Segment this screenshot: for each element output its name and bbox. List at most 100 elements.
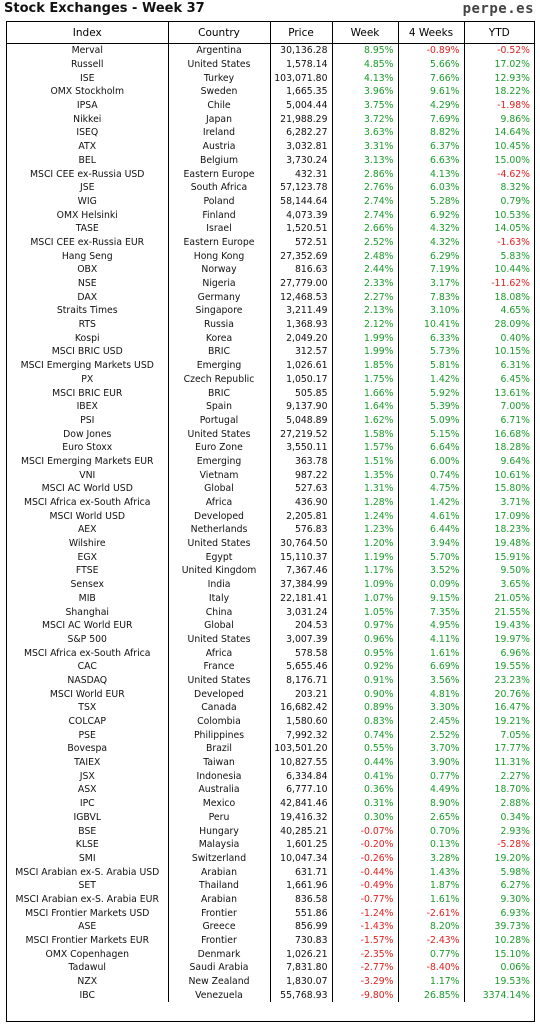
ytd-change-cell: 16.47% <box>463 701 534 715</box>
index-cell: MSCI World USD <box>49 510 126 522</box>
ytd-change-cell: 15.00% <box>463 153 534 168</box>
country-cell: Emerging <box>167 454 270 469</box>
price-cell: 4,073.39 <box>269 208 332 222</box>
week-change-cell: -1.24% <box>331 906 398 920</box>
ytd-change-cell: 10.15% <box>463 345 534 359</box>
week-change-cell: -3.29% <box>331 974 398 989</box>
price-cell: 19,416.32 <box>269 810 332 825</box>
week-change-cell: 0.30% <box>331 810 398 825</box>
week-change-cell: 1.75% <box>331 372 398 387</box>
week-change-cell: -2.77% <box>331 961 398 975</box>
week-change-cell: 2.74% <box>331 194 398 209</box>
four-weeks-change-cell: 9.15% <box>397 591 464 606</box>
ytd-change-cell: 14.05% <box>463 221 534 236</box>
table-row: PSI Portugal 5,048.89 1.62% 5.09% 6.71% <box>7 413 534 428</box>
column-header-4-weeks: 4 Weeks <box>397 22 464 44</box>
country-cell: Arabian <box>167 865 270 879</box>
country-cell: Brazil <box>167 742 270 756</box>
four-weeks-change-cell: 6.44% <box>397 523 464 537</box>
four-weeks-change-cell: 7.19% <box>397 263 464 277</box>
price-cell: 631.71 <box>269 865 332 879</box>
price-cell: 30,764.50 <box>269 536 332 551</box>
country-cell: Colombia <box>167 714 270 729</box>
table-row: NASDAQ United States 8,176.71 0.91% 3.56% 23.… <box>7 673 534 688</box>
week-change-cell: 2.33% <box>331 276 398 291</box>
country-cell: Philippines <box>167 728 270 743</box>
week-change-cell: 2.74% <box>331 208 398 222</box>
price-cell: 572.51 <box>269 235 332 250</box>
four-weeks-change-cell: 3.56% <box>397 673 464 688</box>
table-row: MSCI AC World USD Global 527.63 1.31% 4.75% 1… <box>7 482 534 496</box>
index-cell: WIG <box>77 195 97 207</box>
four-weeks-change-cell: 0.74% <box>397 468 464 482</box>
week-change-cell: 0.92% <box>331 659 398 674</box>
price-cell: 816.63 <box>269 263 332 277</box>
price-cell: 856.99 <box>269 920 332 934</box>
ytd-change-cell: 16.68% <box>463 427 534 441</box>
four-weeks-change-cell: 4.61% <box>397 509 464 524</box>
table-row: EGX Egypt 15,110.37 1.19% 5.70% 15.91% <box>7 550 534 565</box>
table-row: Kospi Korea 2,049.20 1.99% 6.33% 0.40% <box>7 331 534 346</box>
price-cell: 21,988.29 <box>269 112 332 127</box>
table-row: Merval Argentina 30,136.28 8.95% -0.89% -0.52… <box>7 43 534 58</box>
week-change-cell: -0.26% <box>331 851 398 866</box>
ytd-change-cell: 19.48% <box>463 536 534 551</box>
price-cell: 1,026.61 <box>269 358 332 373</box>
price-cell: 204.53 <box>269 618 332 633</box>
column-header-price: Price <box>269 22 332 44</box>
price-cell: 1,520.51 <box>269 221 332 236</box>
ytd-change-cell: 15.91% <box>463 550 534 565</box>
ytd-change-cell: 3.65% <box>463 577 534 592</box>
column-header-index: Index <box>7 22 168 44</box>
index-cell: COLCAP <box>68 716 106 728</box>
four-weeks-change-cell: 8.90% <box>397 796 464 811</box>
index-cell: Euro Stoxx <box>62 442 113 454</box>
four-weeks-change-cell: 4.49% <box>397 783 464 797</box>
ytd-change-cell: 8.32% <box>463 180 534 195</box>
price-cell: 10,827.55 <box>269 755 332 770</box>
country-cell: Taiwan <box>167 755 270 770</box>
index-cell: Wilshire <box>68 538 106 550</box>
four-weeks-change-cell: 4.13% <box>397 167 464 181</box>
four-weeks-change-cell: 3.52% <box>397 564 464 578</box>
week-change-cell: 1.05% <box>331 605 398 619</box>
country-cell: Nigeria <box>167 276 270 291</box>
four-weeks-change-cell: 4.32% <box>397 235 464 250</box>
ytd-change-cell: 19.55% <box>463 659 534 674</box>
table-row: BEL Belgium 3,730.24 3.13% 6.63% 15.00% <box>7 153 534 168</box>
table-row: Russell United States 1,578.14 4.85% 5.66% 17… <box>7 57 534 72</box>
index-cell: MSCI BRIC USD <box>51 346 123 358</box>
table-row: KLSE Malaysia 1,601.25 -0.20% 0.13% -5.28% <box>7 837 534 852</box>
price-cell: 6,334.84 <box>269 769 332 784</box>
week-change-cell: 1.20% <box>331 536 398 551</box>
price-cell: 37,384.99 <box>269 577 332 592</box>
week-change-cell: 1.19% <box>331 550 398 565</box>
table-row: FTSE United Kingdom 7,367.46 1.17% 3.52% 9.50… <box>7 564 534 578</box>
week-change-cell: 3.96% <box>331 85 398 99</box>
week-change-cell: 3.13% <box>331 153 398 168</box>
price-cell: 6,282.27 <box>269 126 332 140</box>
week-change-cell: 0.97% <box>331 618 398 633</box>
ytd-change-cell: 20.76% <box>463 687 534 701</box>
index-cell: MSCI CEE ex-Russia EUR <box>30 236 145 248</box>
week-change-cell: 3.72% <box>331 112 398 127</box>
four-weeks-change-cell: 4.32% <box>397 221 464 236</box>
four-weeks-change-cell: 1.42% <box>397 372 464 387</box>
country-cell: Mexico <box>167 796 270 811</box>
week-change-cell: 4.85% <box>331 57 398 72</box>
index-cell: MSCI Africa ex-South Africa <box>24 497 151 509</box>
ytd-change-cell: 6.96% <box>463 646 534 660</box>
price-cell: 15,110.37 <box>269 550 332 565</box>
country-cell: Poland <box>167 194 270 209</box>
price-cell: 3,550.11 <box>269 440 332 455</box>
four-weeks-change-cell: 5.28% <box>397 194 464 209</box>
table-row: MSCI CEE ex-Russia EUR Eastern Europe 572.… <box>7 235 534 250</box>
index-cell: NASDAQ <box>67 674 108 686</box>
price-cell: 1,368.93 <box>269 317 332 332</box>
country-cell: Frontier <box>167 906 270 920</box>
table-row: COLCAP Colombia 1,580.60 0.83% 2.45% 19.21% <box>7 714 534 729</box>
four-weeks-change-cell: 0.77% <box>397 947 464 962</box>
price-cell: 22,181.41 <box>269 591 332 606</box>
column-header-week: Week <box>331 22 398 44</box>
index-cell: Dow Jones <box>63 428 112 440</box>
